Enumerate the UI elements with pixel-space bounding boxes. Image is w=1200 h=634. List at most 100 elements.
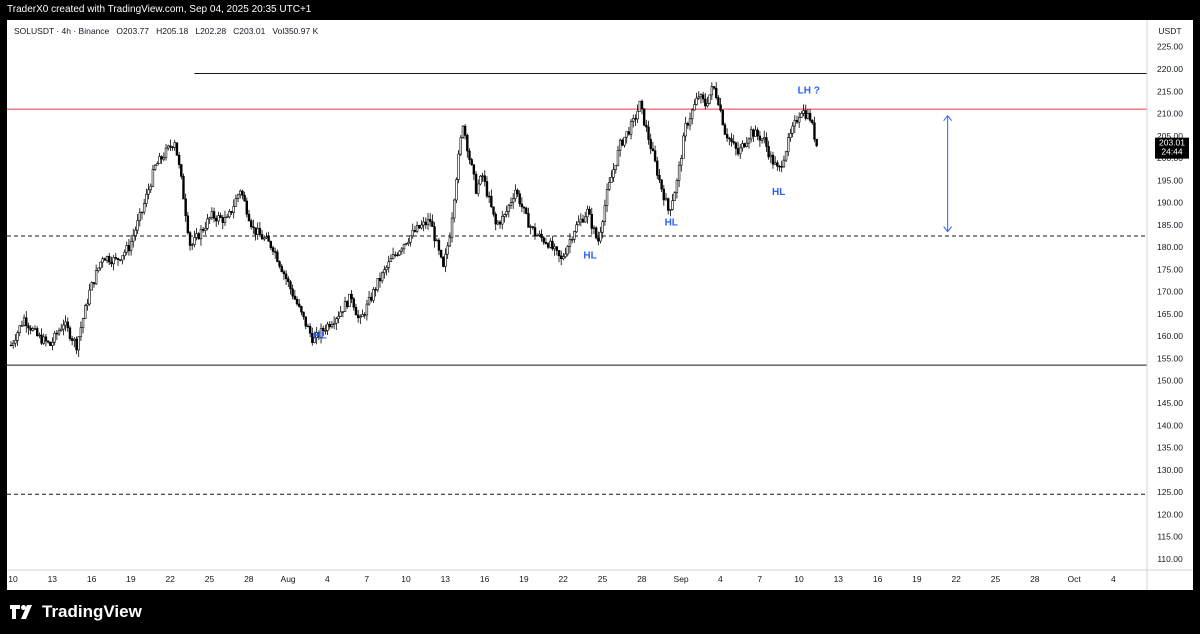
- candle-body: [664, 198, 668, 201]
- candle-body: [121, 255, 124, 261]
- attribution-bar: TraderX0 created with TradingView.com, S…: [0, 0, 1200, 20]
- candle-body: [204, 228, 207, 231]
- time-axis: 10 13 16 19 22 25 28 Aug 4 7 10 13 16 19 22 25 28 Sep 4 7 10…: [8, 574, 1116, 584]
- candle-body: [507, 204, 510, 212]
- candle-body: [385, 267, 388, 270]
- candle-body: [533, 227, 537, 237]
- bar-countdown: 24:44: [1161, 147, 1183, 157]
- candle-body: [769, 154, 773, 158]
- candle-body: [621, 139, 624, 146]
- open-value: 203.77: [123, 26, 149, 36]
- candle-body: [677, 164, 681, 181]
- candle-body: [463, 125, 467, 136]
- candle-body: [81, 318, 85, 329]
- candle-body: [564, 253, 567, 258]
- candle-body: [223, 216, 227, 223]
- candle-body: [675, 179, 679, 194]
- time-tick-label: 19: [126, 574, 136, 584]
- candle-body: [636, 110, 639, 120]
- time-tick-label: 13: [834, 574, 844, 584]
- candle-body: [278, 261, 281, 267]
- candle-body: [477, 183, 480, 194]
- candle-body: [40, 334, 43, 344]
- candle-body: [680, 158, 683, 166]
- candle-body: [376, 278, 379, 291]
- close-label: C: [233, 26, 240, 36]
- candle-body: [588, 208, 591, 215]
- candle-body: [531, 226, 535, 228]
- candle-body: [110, 261, 113, 265]
- candle-body: [535, 235, 539, 237]
- candle-body: [610, 176, 613, 183]
- candle-body: [590, 213, 593, 229]
- price-tick-label: 210.00: [1157, 109, 1183, 119]
- candle-body: [444, 253, 447, 267]
- candle-body: [627, 131, 631, 135]
- candle-body: [791, 125, 794, 134]
- price-tick-label: 115.00: [1157, 532, 1183, 542]
- candle-body: [391, 254, 395, 259]
- attribution-text: TraderX0 created with TradingView.com, S…: [7, 4, 312, 15]
- measure-arrow-head-top: [943, 114, 953, 122]
- candle-body: [55, 332, 59, 335]
- candle-body: [35, 328, 39, 337]
- candle-body: [697, 96, 700, 99]
- candle-body: [228, 211, 231, 218]
- time-tick-label: 10: [8, 574, 18, 584]
- candle-body: [70, 338, 74, 341]
- candle-body: [160, 156, 163, 160]
- annotation-layer: HL HL HL HL LH ?: [313, 85, 819, 341]
- candle-body: [136, 220, 139, 231]
- candle-body: [350, 293, 353, 300]
- candle-body: [14, 340, 17, 344]
- candle-body: [660, 179, 663, 190]
- candle-body: [542, 237, 545, 243]
- footer-bar: [0, 590, 1200, 634]
- price-tick-label: 170.00: [1157, 287, 1183, 297]
- candle-body: [656, 160, 659, 176]
- candle-body: [806, 112, 810, 119]
- candle-body: [640, 100, 644, 109]
- candle-body: [501, 216, 504, 225]
- candle-body: [219, 215, 222, 218]
- candle-body: [728, 137, 731, 140]
- candle-body: [518, 193, 521, 205]
- candle-body: [254, 227, 257, 235]
- candle-body: [431, 221, 434, 227]
- candle-body: [125, 245, 128, 253]
- candle-body: [158, 156, 161, 165]
- level-layer: [7, 72, 1147, 495]
- candle-body: [370, 296, 373, 301]
- last-price-label: 203.01 24:44: [1155, 137, 1189, 159]
- chart-area[interactable]: HL HL HL HL LH ? USDT 110.00 115.00 120.00 125.…: [7, 20, 1193, 590]
- candle-body: [311, 332, 314, 343]
- candle-body: [354, 306, 358, 316]
- candle-body: [592, 227, 596, 229]
- candle-body: [313, 337, 316, 343]
- candle-body: [780, 166, 783, 168]
- candle-body: [485, 181, 489, 197]
- candle-body: [472, 164, 476, 175]
- tradingview-logo[interactable]: TradingView: [10, 602, 142, 622]
- candle-body: [265, 236, 268, 239]
- candle-body: [581, 218, 585, 223]
- time-tick-label: 16: [873, 574, 883, 584]
- candle-body: [348, 293, 351, 308]
- candle-body: [363, 314, 366, 316]
- candle-body: [551, 240, 554, 250]
- candle-body: [457, 153, 460, 180]
- candle-body: [734, 142, 738, 149]
- candle-body: [739, 147, 742, 155]
- candle-body: [315, 332, 318, 338]
- candle-body: [169, 145, 172, 148]
- candle-body: [396, 254, 399, 256]
- candle-body: [97, 267, 100, 271]
- candle-body: [455, 179, 458, 201]
- candle-body: [173, 142, 176, 148]
- candle-body: [341, 311, 345, 313]
- candle-body: [68, 327, 72, 339]
- candle-body: [394, 254, 397, 256]
- candle-body: [175, 142, 179, 156]
- candle-body: [494, 213, 497, 225]
